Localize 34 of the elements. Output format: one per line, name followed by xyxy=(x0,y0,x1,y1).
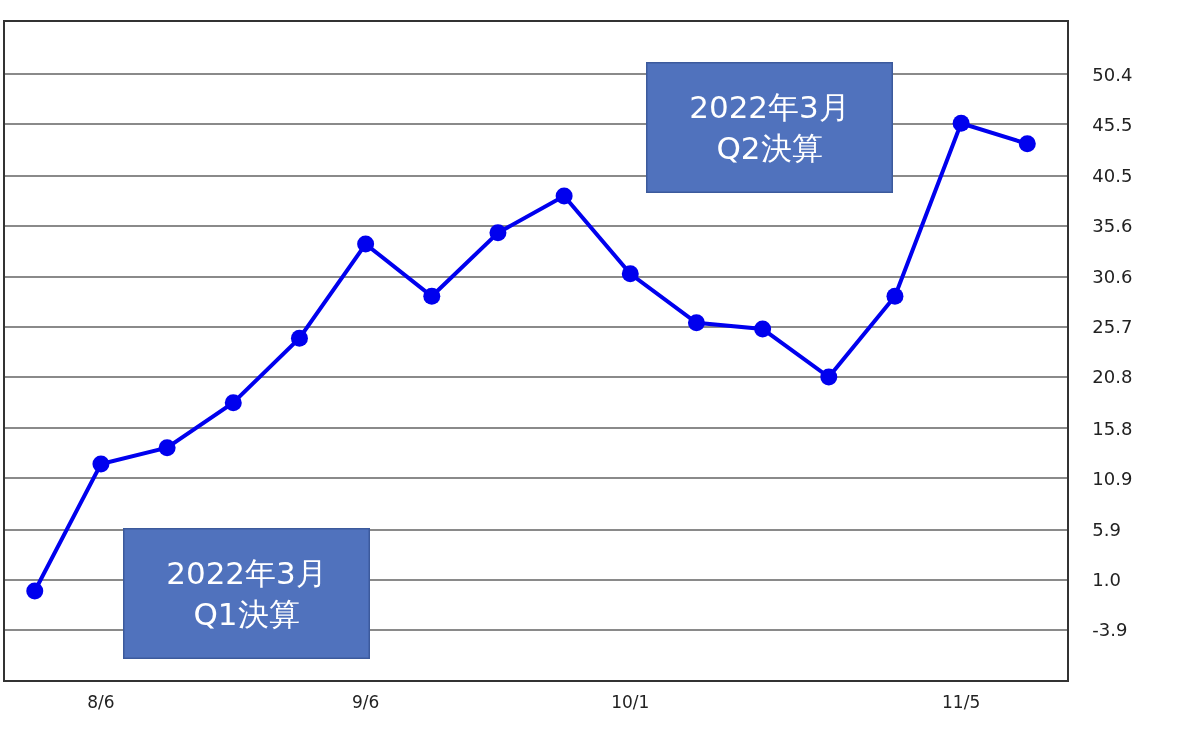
point xyxy=(687,314,705,332)
annotation: 2022年3月 Q1決算 xyxy=(166,555,327,632)
y-tick-label: 5.9 xyxy=(1092,518,1121,540)
x-tick-label: 11/5 xyxy=(942,692,981,713)
y-tick-label: 25.7 xyxy=(1092,316,1133,338)
annotation: 2022年3月 Q2決算 xyxy=(689,89,850,166)
x-tick-label: 10/1 xyxy=(611,692,650,713)
point xyxy=(290,329,308,347)
y-tick-label: 15.8 xyxy=(1092,417,1133,439)
point xyxy=(621,265,639,283)
point xyxy=(489,224,507,242)
point xyxy=(26,582,44,600)
y-tick-label: 40.5 xyxy=(1092,164,1133,186)
point xyxy=(886,287,904,305)
y-tick-label: -3.9 xyxy=(1092,619,1128,641)
y-tick-label: 45.5 xyxy=(1092,113,1133,135)
point xyxy=(158,439,176,457)
y-tick-label: 50.4 xyxy=(1092,63,1133,85)
point xyxy=(1018,135,1036,153)
y-tick-label: 35.6 xyxy=(1092,214,1133,236)
point xyxy=(92,455,110,473)
point xyxy=(754,320,772,338)
y-tick-label: 10.9 xyxy=(1092,467,1133,489)
y-tick-label: 1.0 xyxy=(1092,569,1121,591)
point xyxy=(555,187,573,205)
point xyxy=(952,114,970,132)
point xyxy=(423,287,441,305)
x-tick-label: 9/6 xyxy=(351,692,380,713)
y-tick-label: 20.8 xyxy=(1092,366,1133,388)
point xyxy=(224,394,242,412)
point xyxy=(357,235,375,253)
x-tick-label: 8/6 xyxy=(87,692,115,713)
y-tick-label: 30.6 xyxy=(1092,266,1133,288)
point xyxy=(820,368,838,386)
